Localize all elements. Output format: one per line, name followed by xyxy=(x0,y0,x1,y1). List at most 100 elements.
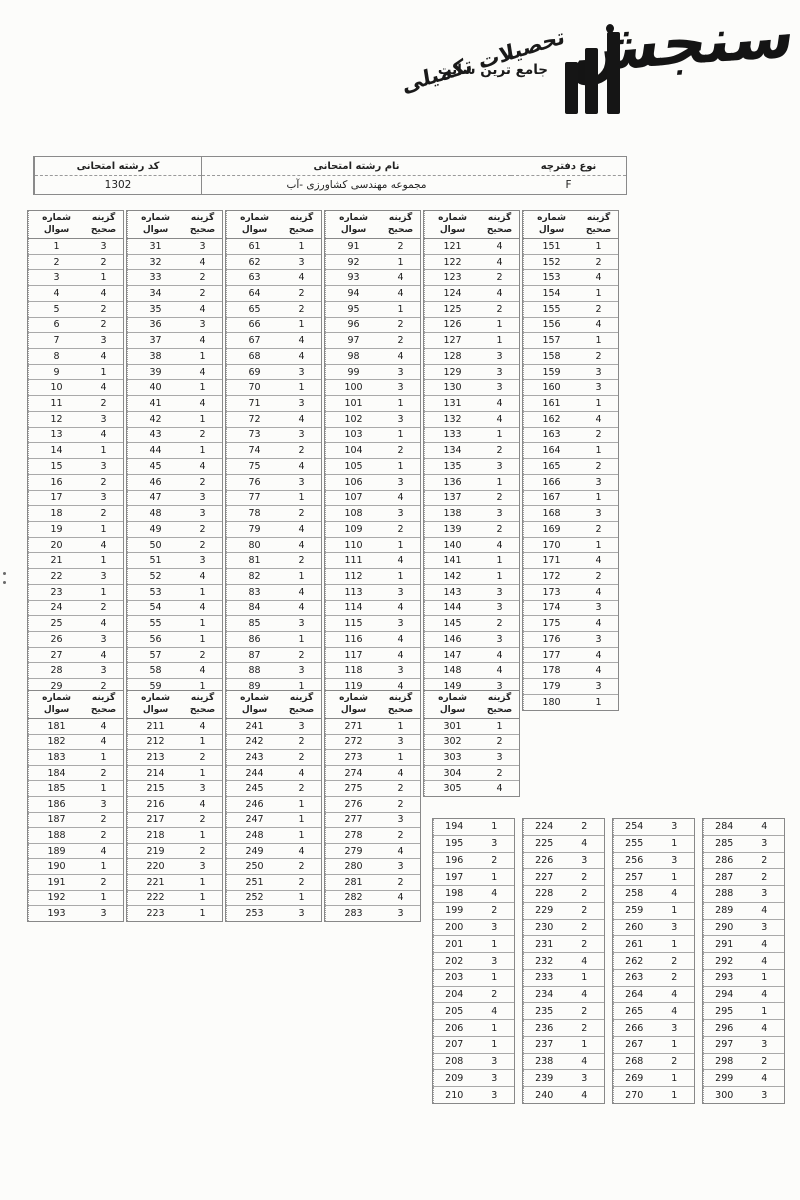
question-number: 156 xyxy=(523,317,579,333)
question-number: 193 xyxy=(28,906,84,921)
question-number: 100 xyxy=(325,380,381,396)
question-col-header: شماره سوال xyxy=(127,211,183,238)
answer-row: 244 4 xyxy=(226,764,321,781)
question-number: 67 xyxy=(226,333,282,349)
question-number: 213 xyxy=(127,750,183,765)
question-number: 259 xyxy=(613,902,655,919)
answer-row: 111 4 xyxy=(325,552,420,569)
answer-row: 205 4 xyxy=(433,1002,514,1020)
question-number: 49 xyxy=(127,521,183,537)
correct-option: 3 xyxy=(595,633,602,645)
correct-option: 2 xyxy=(298,783,305,795)
question-number: 80 xyxy=(226,537,282,553)
exam-info-table: کد رشته امتحانی 1302 نام رشته امتحانی مج… xyxy=(33,156,627,195)
question-number: 81 xyxy=(226,553,282,569)
correct-option: 1 xyxy=(397,256,404,268)
correct-option: 4 xyxy=(761,938,768,950)
question-number: 221 xyxy=(127,874,183,890)
answer-row: 104 2 xyxy=(325,442,420,459)
question-number: 29 xyxy=(28,679,84,694)
correct-option: 4 xyxy=(595,272,602,284)
answer-row: 222 1 xyxy=(127,889,222,906)
correct-option: 2 xyxy=(595,460,602,472)
answer-block-2: شماره سوال گزینه صحیح 181 4 182 4 183 1 184 2 185… xyxy=(27,690,520,922)
question-number: 135 xyxy=(424,459,480,474)
answer-row: 182 4 xyxy=(28,733,123,750)
answer-row: 52 4 xyxy=(127,568,222,584)
answer-row: 26 3 xyxy=(28,630,123,647)
answer-row: 178 4 xyxy=(523,662,618,679)
correct-option: 2 xyxy=(491,905,498,917)
answer-row: 67 4 xyxy=(226,332,321,349)
answer-row: 72 4 xyxy=(226,410,321,427)
answer-row: 125 2 xyxy=(424,300,519,317)
correct-option: 3 xyxy=(199,492,206,504)
answer-row: 20 4 xyxy=(28,536,123,553)
answer-row: 270 1 xyxy=(613,1086,694,1104)
question-number: 133 xyxy=(424,427,480,443)
correct-option: 3 xyxy=(397,508,404,520)
answer-row: 91 2 xyxy=(325,239,420,254)
answer-row: 10 4 xyxy=(28,379,123,396)
answer-row: 81 2 xyxy=(226,552,321,569)
question-number: 27 xyxy=(28,647,84,663)
correct-option: 3 xyxy=(491,1056,498,1068)
question-number: 99 xyxy=(325,364,381,380)
correct-option: 1 xyxy=(298,892,305,904)
answer-row: 272 3 xyxy=(325,733,420,750)
correct-option: 1 xyxy=(100,366,107,378)
correct-option: 2 xyxy=(100,767,107,779)
question-number: 117 xyxy=(325,647,381,663)
question-number: 143 xyxy=(424,584,480,600)
question-number: 126 xyxy=(424,317,480,333)
correct-option: 2 xyxy=(581,821,588,833)
question-number: 188 xyxy=(28,828,84,843)
correct-option: 2 xyxy=(100,256,107,268)
question-number: 269 xyxy=(613,1070,655,1087)
question-number: 187 xyxy=(28,812,84,828)
answer-row: 213 2 xyxy=(127,749,222,765)
correct-option: 2 xyxy=(397,240,404,252)
correct-option: 4 xyxy=(496,783,503,795)
question-number: 220 xyxy=(127,859,183,874)
correct-option: 1 xyxy=(496,429,503,441)
correct-option: 2 xyxy=(199,845,206,857)
correct-option: 2 xyxy=(595,523,602,535)
correct-option: 4 xyxy=(491,1005,498,1017)
correct-option: 1 xyxy=(491,871,498,883)
answer-row: 243 2 xyxy=(226,749,321,765)
correct-option: 1 xyxy=(100,783,107,795)
answer-row: 116 4 xyxy=(325,630,420,647)
exam-name-cell: نام رشته امتحانی مجموعه مهندسی کشاورزی -… xyxy=(201,157,511,194)
correct-option: 1 xyxy=(199,876,206,888)
question-number: 285 xyxy=(703,835,745,852)
correct-option: 3 xyxy=(496,751,503,763)
question-number: 11 xyxy=(28,396,84,411)
answer-row: 246 1 xyxy=(226,795,321,812)
correct-option: 1 xyxy=(397,539,404,551)
answer-row: 230 2 xyxy=(523,918,604,936)
correct-option: 3 xyxy=(199,508,206,520)
correct-option: 3 xyxy=(100,460,107,472)
correct-option: 4 xyxy=(397,602,404,614)
answer-row: 228 2 xyxy=(523,885,604,902)
question-number: 83 xyxy=(226,584,282,600)
answer-row: 214 1 xyxy=(127,764,222,781)
correct-option: 2 xyxy=(496,492,503,504)
question-number: 59 xyxy=(127,679,183,694)
question-number: 142 xyxy=(424,569,480,584)
answer-row: 192 1 xyxy=(28,889,123,906)
answer-row: 142 1 xyxy=(424,568,519,584)
question-col-header: شماره سوال xyxy=(28,691,84,718)
answer-row: 251 2 xyxy=(226,873,321,890)
question-number: 47 xyxy=(127,490,183,506)
correct-option: 3 xyxy=(397,665,404,677)
question-number: 76 xyxy=(226,474,282,490)
answer-row: 234 4 xyxy=(523,985,604,1003)
answer-row: 105 1 xyxy=(325,458,420,474)
correct-option: 4 xyxy=(100,350,107,362)
answer-row: 79 4 xyxy=(226,520,321,537)
answer-row: 82 1 xyxy=(226,568,321,584)
question-col-header: شماره سوال xyxy=(325,211,381,238)
question-number: 17 xyxy=(28,490,84,506)
